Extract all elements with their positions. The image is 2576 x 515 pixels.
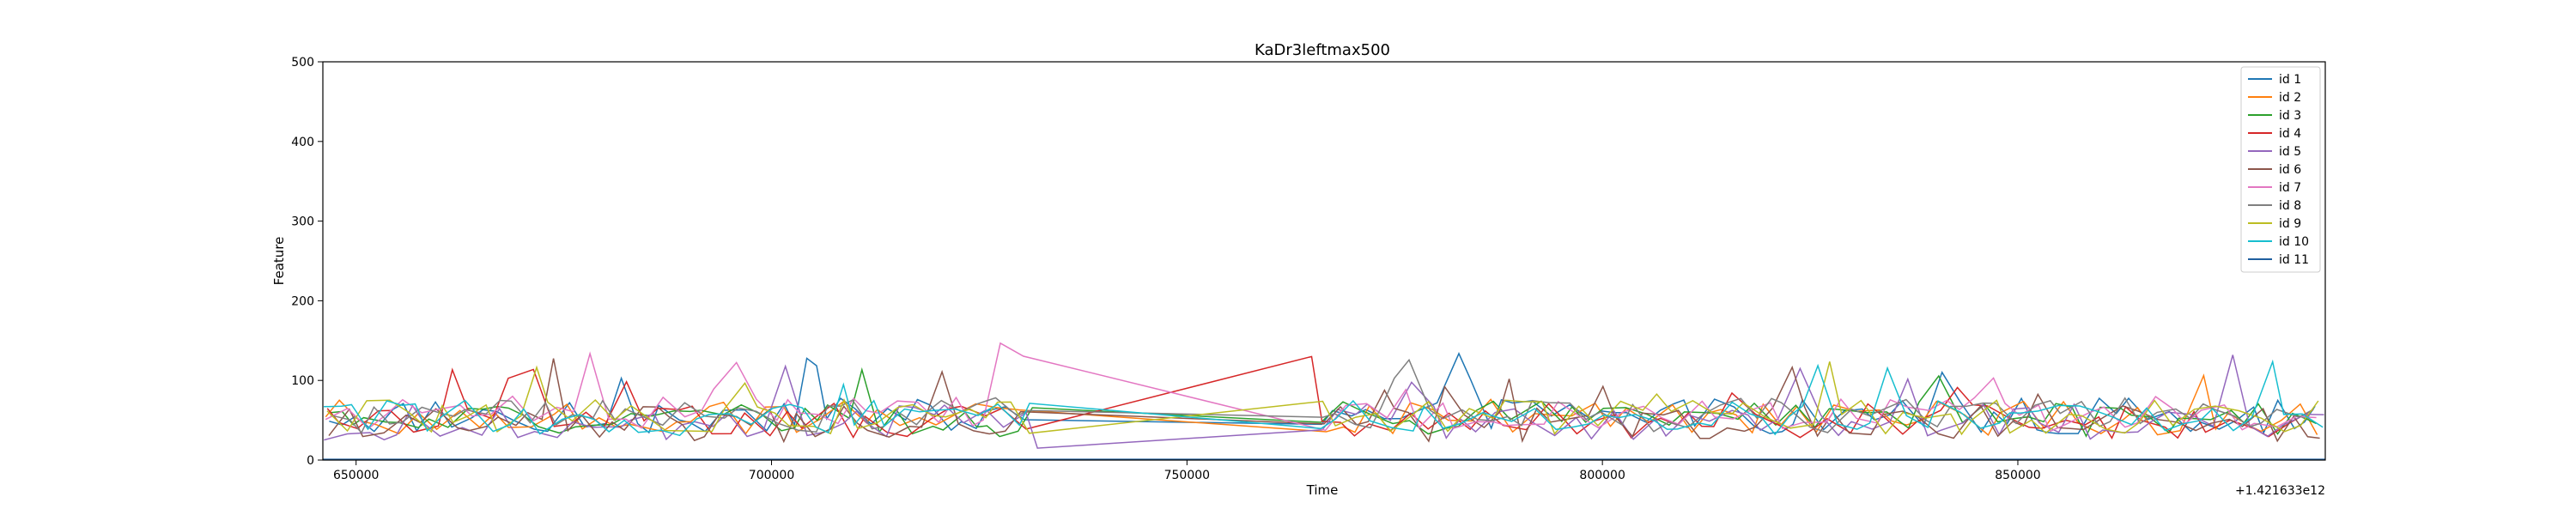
y-tick-label-1: 100: [291, 374, 314, 388]
y-tick-label-5: 500: [291, 56, 314, 70]
legend-box: [2240, 66, 2321, 273]
chart-title: KaDr3leftmax500: [1255, 41, 1390, 59]
legend-label-6: id 6: [2279, 163, 2301, 177]
x-tick-label-3: 800000: [1579, 469, 1625, 482]
legend-label-11: id 11: [2279, 253, 2309, 267]
y-tick-label-3: 300: [291, 215, 314, 229]
legend-label-1: id 1: [2279, 73, 2301, 87]
legend-label-8: id 8: [2279, 199, 2301, 213]
legend-label-10: id 10: [2279, 235, 2309, 249]
x-axis-label: Time: [1306, 482, 1339, 498]
legend-label-5: id 5: [2279, 145, 2301, 159]
y-tick-label-0: 0: [307, 454, 314, 468]
x-axis-offset-label: +1.421633e12: [2235, 484, 2325, 498]
plot-lines: [323, 342, 2325, 460]
legend-label-4: id 4: [2279, 127, 2301, 141]
series-line-6: [328, 358, 2320, 444]
legend-label-9: id 9: [2279, 217, 2301, 231]
x-axis: 650000 700000 750000 800000 850000: [333, 460, 2041, 482]
legend-label-2: id 2: [2279, 91, 2301, 105]
y-axis-label: Feature: [271, 237, 287, 286]
series-line-9: [326, 361, 2319, 436]
series-line-4: [326, 355, 2314, 440]
x-tick-label-4: 850000: [1995, 469, 2040, 482]
y-tick-label-4: 400: [291, 136, 314, 149]
y-tick-label-2: 200: [291, 294, 314, 308]
x-tick-label-1: 700000: [749, 469, 794, 482]
x-tick-label-2: 750000: [1164, 469, 1210, 482]
legend-label-3: id 3: [2279, 109, 2301, 123]
y-axis: 0 100 200 300 400 500: [291, 56, 323, 468]
legend-label-7: id 7: [2279, 181, 2301, 195]
series-line-8: [330, 358, 2314, 434]
plot-frame: [322, 61, 2326, 461]
series-line-10: [324, 359, 2324, 437]
x-tick-label-0: 650000: [333, 469, 379, 482]
legend: id 1 id 2 id 3 id 4 id 5 id 6 id 7 id 8 id 9 id 1…: [2240, 66, 2321, 273]
series-line-7: [325, 342, 2317, 433]
